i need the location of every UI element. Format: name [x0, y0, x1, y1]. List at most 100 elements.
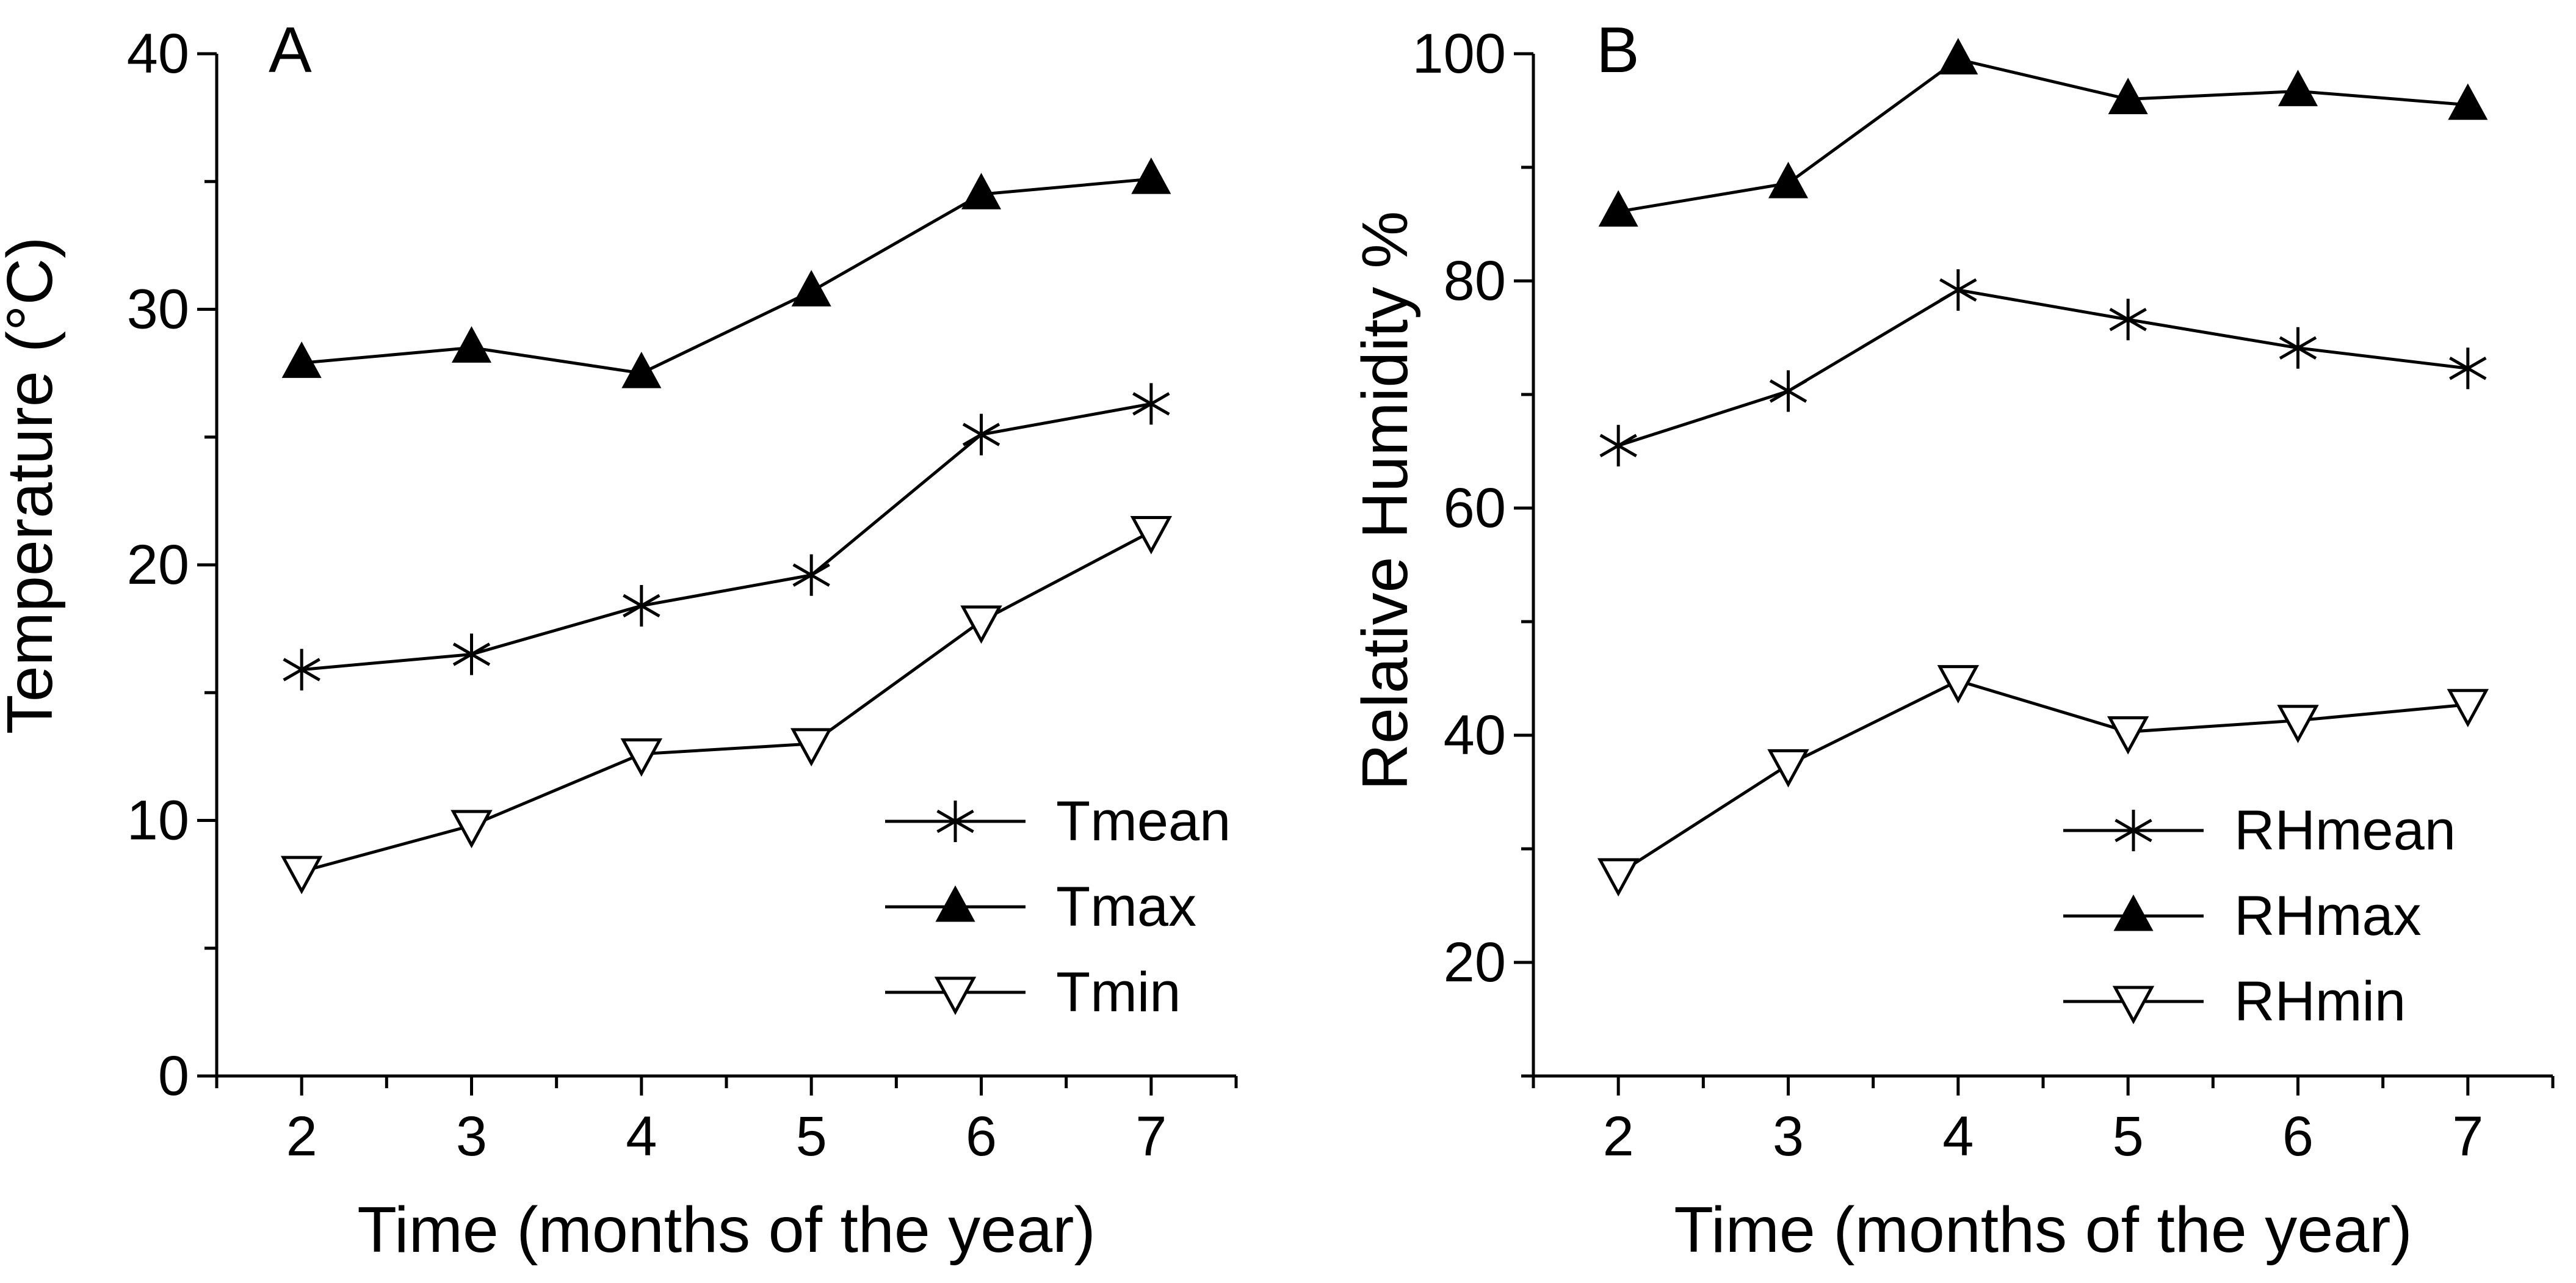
- legend-label: Tmin: [1056, 961, 1181, 1023]
- legend-label: RHmax: [2234, 885, 2422, 947]
- legend-item: RHmean: [2063, 799, 2456, 862]
- panel-label: B: [1596, 14, 1640, 86]
- y-tick-label: 20: [127, 534, 189, 596]
- data-point: [1937, 665, 1980, 703]
- data-point: [451, 326, 492, 363]
- x-tick-label: 5: [2113, 1105, 2144, 1168]
- y-axis-label-unit: %: [1349, 211, 1421, 269]
- data-point: [2449, 347, 2487, 390]
- x-tick-label: 4: [1942, 1105, 1974, 1168]
- legend-item: Tmean: [885, 790, 1231, 852]
- data-point-stroke: [2449, 357, 2487, 380]
- data-point: [2109, 299, 2147, 341]
- legend-item: Tmax: [885, 876, 1196, 938]
- x-tick-label: 5: [796, 1105, 827, 1168]
- data-point: [1599, 424, 1637, 467]
- data-point: [621, 351, 662, 388]
- x-tick-label: 6: [2282, 1105, 2314, 1168]
- legend-marker-stroke: [936, 809, 974, 834]
- x-tick-label: 2: [1603, 1105, 1634, 1168]
- x-axis-label: Time (months of the year): [357, 1194, 1096, 1266]
- data-point: [1768, 161, 1809, 198]
- legend-marker: [2113, 894, 2154, 931]
- y-tick-label: 60: [1444, 477, 1506, 539]
- data-point: [2279, 327, 2317, 369]
- data-point: [450, 810, 493, 849]
- data-point: [2107, 716, 2149, 755]
- series-tmin: [280, 516, 1173, 895]
- legend-marker: [2112, 986, 2155, 1025]
- x-tick-label: 3: [456, 1105, 487, 1168]
- data-point: [962, 413, 1000, 456]
- data-point-stroke: [2109, 308, 2147, 332]
- data-point: [960, 605, 1002, 644]
- legend: RHmean RHmax RHmin: [2063, 799, 2456, 1033]
- panel-label: A: [269, 14, 312, 86]
- legend-label: RHmin: [2234, 970, 2406, 1033]
- legend-label: Tmax: [1056, 876, 1196, 938]
- data-point-stroke: [962, 423, 1000, 446]
- series-line: [301, 402, 1152, 672]
- series-line: [1618, 288, 2469, 448]
- data-point: [790, 728, 833, 767]
- series-tmean: [283, 383, 1170, 691]
- data-point: [1131, 157, 1171, 194]
- data-point-stroke: [2279, 336, 2317, 360]
- data-point: [1130, 516, 1173, 554]
- data-point-stroke: [283, 658, 320, 681]
- y-axis-label-unit: (°C): [0, 237, 66, 353]
- panel-b: 20 40 60 80 100 2 3 4 5 6 7 Time (months of the yea…: [1349, 14, 2555, 1266]
- legend-item: Tmin: [885, 961, 1181, 1023]
- legend-marker: [934, 976, 977, 1016]
- series-line: [1618, 57, 2469, 214]
- panel-a: 0 10 20 30 40 2 3 4 5 6 7 Time (months of the year)…: [0, 14, 1238, 1266]
- series-rhmax: [1598, 38, 2488, 227]
- y-axis-label: Relative Humidity%: [1349, 211, 1421, 791]
- data-point: [280, 856, 323, 895]
- data-point-stroke: [452, 642, 491, 666]
- data-point: [620, 738, 663, 777]
- legend-marker: [2115, 810, 2152, 851]
- data-point: [2278, 70, 2318, 106]
- series-line: [1617, 679, 2469, 876]
- legend: Tmean Tmax Tmin: [885, 790, 1231, 1023]
- data-point-stroke: [1132, 392, 1170, 416]
- data-point: [283, 649, 320, 691]
- y-tick-label: 40: [1444, 704, 1506, 766]
- data-point: [281, 341, 322, 378]
- legend-marker: [935, 885, 975, 922]
- data-point: [792, 554, 830, 596]
- data-point: [1767, 749, 1809, 788]
- data-point: [1132, 383, 1170, 425]
- x-tick-label: 6: [966, 1105, 997, 1168]
- legend-marker-stroke: [2115, 818, 2152, 843]
- x-tick-label: 3: [1773, 1105, 1804, 1168]
- y-tick-label: 30: [127, 278, 189, 341]
- legend-label: Tmean: [1056, 790, 1231, 852]
- data-point: [2277, 705, 2319, 744]
- data-point: [791, 270, 831, 307]
- y-tick-label: 10: [127, 790, 189, 852]
- data-point-stroke: [1939, 278, 1977, 302]
- series-rhmin: [1597, 665, 2489, 897]
- x-tick-label: 2: [286, 1105, 317, 1168]
- series-tmax: [281, 157, 1171, 388]
- x-tick-label: 7: [2452, 1105, 2483, 1168]
- data-point-stroke: [1599, 434, 1637, 457]
- y-tick-label: 0: [158, 1045, 189, 1107]
- y-tick-label: 40: [127, 23, 189, 85]
- x-tick-label: 7: [1135, 1105, 1167, 1168]
- data-point: [961, 173, 1002, 209]
- series-line: [301, 177, 1152, 375]
- data-point: [2448, 83, 2488, 120]
- data-point: [452, 633, 491, 675]
- y-axis-label-text: Temperature: [0, 371, 66, 734]
- data-point: [1939, 269, 1977, 311]
- legend-label: RHmean: [2234, 799, 2456, 862]
- y-axis-label-text: Relative Humidity: [1349, 287, 1421, 791]
- data-point-stroke: [623, 594, 660, 618]
- data-point: [1769, 370, 1807, 412]
- data-point-stroke: [1769, 379, 1807, 403]
